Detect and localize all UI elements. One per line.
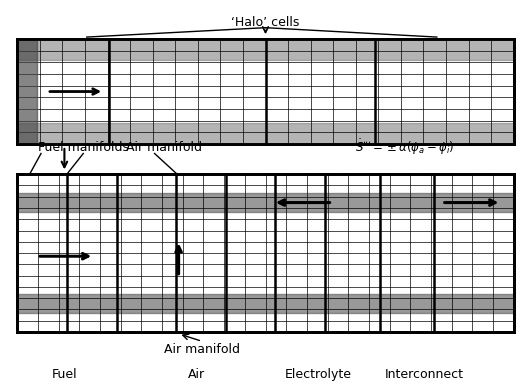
Text: Air manifold: Air manifold xyxy=(125,141,202,154)
Text: $\dot{S}^{\prime\prime\prime}= \pm\alpha(\phi_a - \phi_i)$: $\dot{S}^{\prime\prime\prime}= \pm\alpha… xyxy=(355,138,455,157)
Text: Fuel manifolds: Fuel manifolds xyxy=(38,141,130,154)
Text: ‘Halo’ cells: ‘Halo’ cells xyxy=(232,17,299,30)
Text: Electrolyte: Electrolyte xyxy=(285,367,352,381)
Text: Interconnect: Interconnect xyxy=(384,367,464,381)
Text: Air manifold: Air manifold xyxy=(164,343,240,356)
Bar xyxy=(17,174,514,332)
Text: Fuel: Fuel xyxy=(52,367,78,381)
Text: Air: Air xyxy=(189,367,205,381)
Bar xyxy=(17,39,514,144)
